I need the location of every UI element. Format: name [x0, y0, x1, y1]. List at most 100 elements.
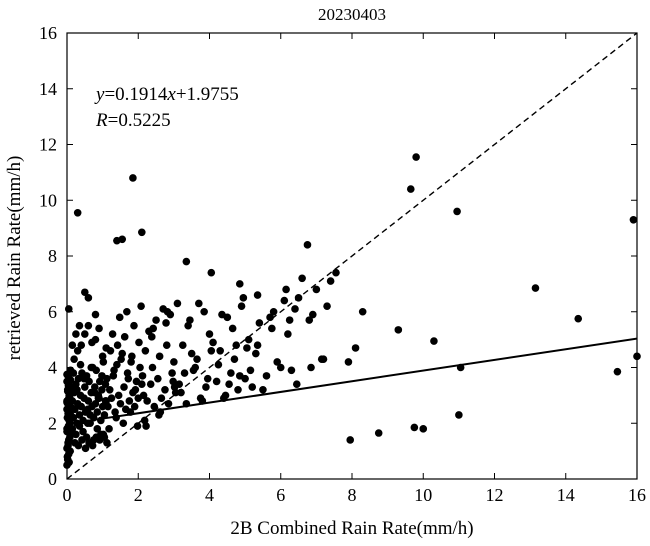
data-point [97, 416, 105, 425]
data-point [105, 386, 114, 394]
data-point [138, 372, 147, 380]
data-point [273, 358, 281, 366]
data-point [81, 288, 89, 297]
data-point [152, 316, 160, 324]
data-point [156, 408, 165, 416]
data-point [182, 257, 191, 266]
data-point [157, 394, 166, 402]
data-point [114, 391, 123, 400]
y-tick-label: 12 [39, 135, 57, 155]
data-point [162, 319, 170, 327]
data-point [266, 313, 274, 322]
chart-title: 20230403 [318, 5, 386, 24]
data-point [66, 376, 75, 384]
data-point [285, 316, 294, 324]
data-point [332, 268, 340, 277]
r-symbol: R [95, 110, 108, 131]
data-point [135, 338, 143, 347]
data-point [629, 215, 638, 224]
data-point [90, 383, 99, 391]
data-point [358, 307, 367, 316]
data-point [138, 228, 146, 237]
data-point [235, 372, 244, 380]
data-point [108, 330, 117, 338]
data-point [129, 174, 137, 182]
data-point [63, 387, 72, 395]
data-point [109, 372, 118, 380]
x-tick-label: 0 [63, 485, 72, 505]
x-tick-label: 12 [486, 485, 504, 505]
data-point [154, 374, 162, 383]
data-point [214, 360, 223, 369]
data-point [84, 397, 93, 405]
data-point [68, 341, 77, 350]
data-points [63, 153, 641, 469]
data-point [95, 436, 104, 444]
x-tick-label: 6 [276, 485, 285, 505]
correlation-label: R=0.5225 [95, 110, 171, 131]
data-point [309, 310, 317, 319]
data-point [287, 366, 296, 375]
data-point [117, 355, 125, 363]
x-tick-label: 2 [134, 485, 143, 505]
data-point [106, 346, 115, 355]
data-point [262, 372, 271, 380]
data-point [253, 291, 262, 299]
data-point [155, 352, 164, 361]
data-point [110, 366, 118, 375]
data-point [81, 383, 89, 391]
data-point [406, 185, 415, 193]
x-tick-label: 10 [414, 485, 432, 505]
plot-frame [66, 32, 638, 480]
r-value: =0.5225 [108, 110, 171, 131]
data-point [87, 363, 96, 372]
data-point [105, 425, 113, 433]
data-point [78, 436, 86, 444]
y-tick-label: 14 [39, 79, 57, 99]
y-axis-label: retrieved Rain Rate(mm/h) [4, 156, 25, 361]
data-point [99, 358, 108, 366]
data-point [95, 324, 103, 333]
data-point [130, 321, 138, 330]
data-point [72, 330, 80, 338]
data-point [317, 355, 326, 363]
data-point [120, 333, 129, 341]
data-point [269, 307, 278, 316]
data-point [77, 402, 86, 411]
data-point [146, 380, 155, 389]
data-point [228, 324, 237, 333]
data-point [163, 307, 172, 316]
data-point [93, 425, 102, 433]
data-point [75, 411, 84, 419]
data-point [148, 363, 157, 372]
data-point [69, 413, 78, 422]
data-point [419, 425, 428, 433]
data-point [232, 341, 241, 350]
data-point [168, 369, 176, 377]
data-point [244, 335, 253, 344]
data-point [119, 419, 128, 428]
data-point [312, 285, 321, 294]
data-point [98, 352, 107, 361]
data-point [125, 397, 134, 405]
data-point [133, 422, 142, 430]
data-point [268, 324, 276, 333]
data-point [410, 423, 419, 432]
data-point [79, 427, 87, 436]
data-point [280, 296, 289, 305]
data-point [141, 346, 150, 355]
data-point [131, 386, 140, 394]
data-point [282, 285, 290, 294]
data-point [394, 326, 403, 334]
data-point [326, 277, 335, 285]
y-tick-label: 6 [48, 302, 57, 322]
x-tick-label: 14 [557, 485, 575, 505]
data-point [203, 374, 212, 383]
data-point [195, 299, 203, 308]
data-point [234, 386, 242, 394]
data-point [118, 235, 127, 244]
y-tick-label: 4 [48, 358, 57, 378]
data-point [221, 391, 230, 400]
data-point [294, 294, 303, 302]
data-point [162, 341, 171, 350]
